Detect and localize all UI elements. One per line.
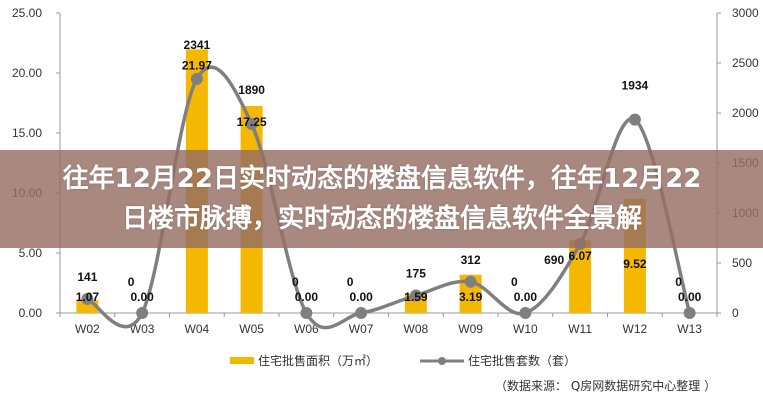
bar-value-label: 17.25 bbox=[237, 115, 267, 129]
line-point bbox=[81, 292, 94, 305]
line-value-label: 0 bbox=[292, 275, 299, 289]
line-value-label: 0 bbox=[511, 275, 518, 289]
x-tick-label: W10 bbox=[513, 322, 538, 336]
bar-value-label: 0.00 bbox=[514, 290, 538, 304]
line-point bbox=[300, 307, 313, 319]
bar-value-label: 0.00 bbox=[295, 290, 319, 304]
line-value-label: 0 bbox=[347, 275, 354, 289]
line-value-label: 690 bbox=[544, 253, 564, 267]
line-point bbox=[245, 118, 258, 130]
line-value-label: 1934 bbox=[622, 79, 649, 93]
line-value-label: 2341 bbox=[184, 38, 211, 52]
legend-label-count: 住宅批售套数（套） bbox=[468, 354, 577, 368]
x-tick-label: W06 bbox=[294, 322, 319, 336]
line-value-label: 175 bbox=[406, 267, 426, 281]
bar-value-label: 3.19 bbox=[459, 290, 483, 304]
left-tick-label: 15.00 bbox=[12, 126, 42, 140]
bar bbox=[569, 240, 592, 313]
line-value-label: 141 bbox=[77, 270, 97, 284]
line-value-label: 0 bbox=[675, 275, 682, 289]
line-point bbox=[464, 275, 477, 288]
line-point bbox=[355, 307, 368, 319]
legend-label-area: 住宅批售面积（万㎡） bbox=[258, 354, 379, 368]
bar-value-label: 9.52 bbox=[623, 257, 647, 271]
left-tick-label: 25.00 bbox=[12, 6, 42, 20]
line-value-label: 0 bbox=[128, 275, 135, 289]
line-value-label: 312 bbox=[461, 253, 481, 267]
data-source: （数据来源： Q房网数据研究中心整理 ） bbox=[495, 379, 717, 393]
bar-value-label: 0.00 bbox=[130, 290, 154, 304]
x-tick-label: W08 bbox=[404, 322, 429, 336]
legend-item-count: 住宅批售套数（套） bbox=[420, 352, 576, 369]
line-point bbox=[190, 72, 203, 85]
line-marker-icon bbox=[420, 356, 464, 365]
bar-value-label: 0.00 bbox=[349, 290, 373, 304]
bar-value-label: 6.07 bbox=[568, 249, 592, 263]
line-point bbox=[628, 113, 641, 126]
right-tick-label: 2500 bbox=[732, 56, 759, 70]
x-tick-label: W11 bbox=[568, 322, 592, 336]
left-tick-label: 5.00 bbox=[19, 246, 43, 260]
right-tick-label: 3000 bbox=[732, 6, 759, 20]
left-tick-label: 0.00 bbox=[19, 306, 43, 320]
title-banner: 往年12月22日实时动态的楼盘信息软件，往年12月22日楼市脉搏，实时动态的楼盘… bbox=[0, 150, 763, 248]
x-tick-label: W02 bbox=[75, 322, 100, 336]
right-tick-label: 2000 bbox=[732, 106, 759, 120]
line-value-label: 1890 bbox=[238, 83, 265, 97]
x-tick-label: W09 bbox=[458, 322, 483, 336]
left-tick-label: 20.00 bbox=[12, 66, 42, 80]
banner-title: 往年12月22日实时动态的楼盘信息软件，往年12月22日楼市脉搏，实时动态的楼盘… bbox=[62, 164, 702, 234]
right-tick-label: 0 bbox=[732, 306, 739, 320]
line-point bbox=[409, 289, 422, 302]
bar-swatch-icon bbox=[230, 357, 254, 364]
x-tick-label: W03 bbox=[130, 322, 155, 336]
x-tick-label: W05 bbox=[239, 322, 264, 336]
x-tick-label: W04 bbox=[185, 322, 210, 336]
x-tick-label: W12 bbox=[623, 322, 648, 336]
bar-value-label: 1.59 bbox=[404, 290, 428, 304]
bar-value-label: 21.97 bbox=[182, 58, 212, 72]
bar-value-label: 0.00 bbox=[678, 290, 702, 304]
right-tick-label: 500 bbox=[732, 256, 752, 270]
line-point bbox=[519, 307, 532, 319]
bar-value-label: 1.07 bbox=[76, 290, 100, 304]
x-tick-label: W13 bbox=[677, 322, 702, 336]
legend-item-area: 住宅批售面积（万㎡） bbox=[230, 352, 378, 369]
x-tick-label: W07 bbox=[349, 322, 374, 336]
line-point bbox=[683, 307, 696, 319]
line-point bbox=[136, 307, 149, 319]
